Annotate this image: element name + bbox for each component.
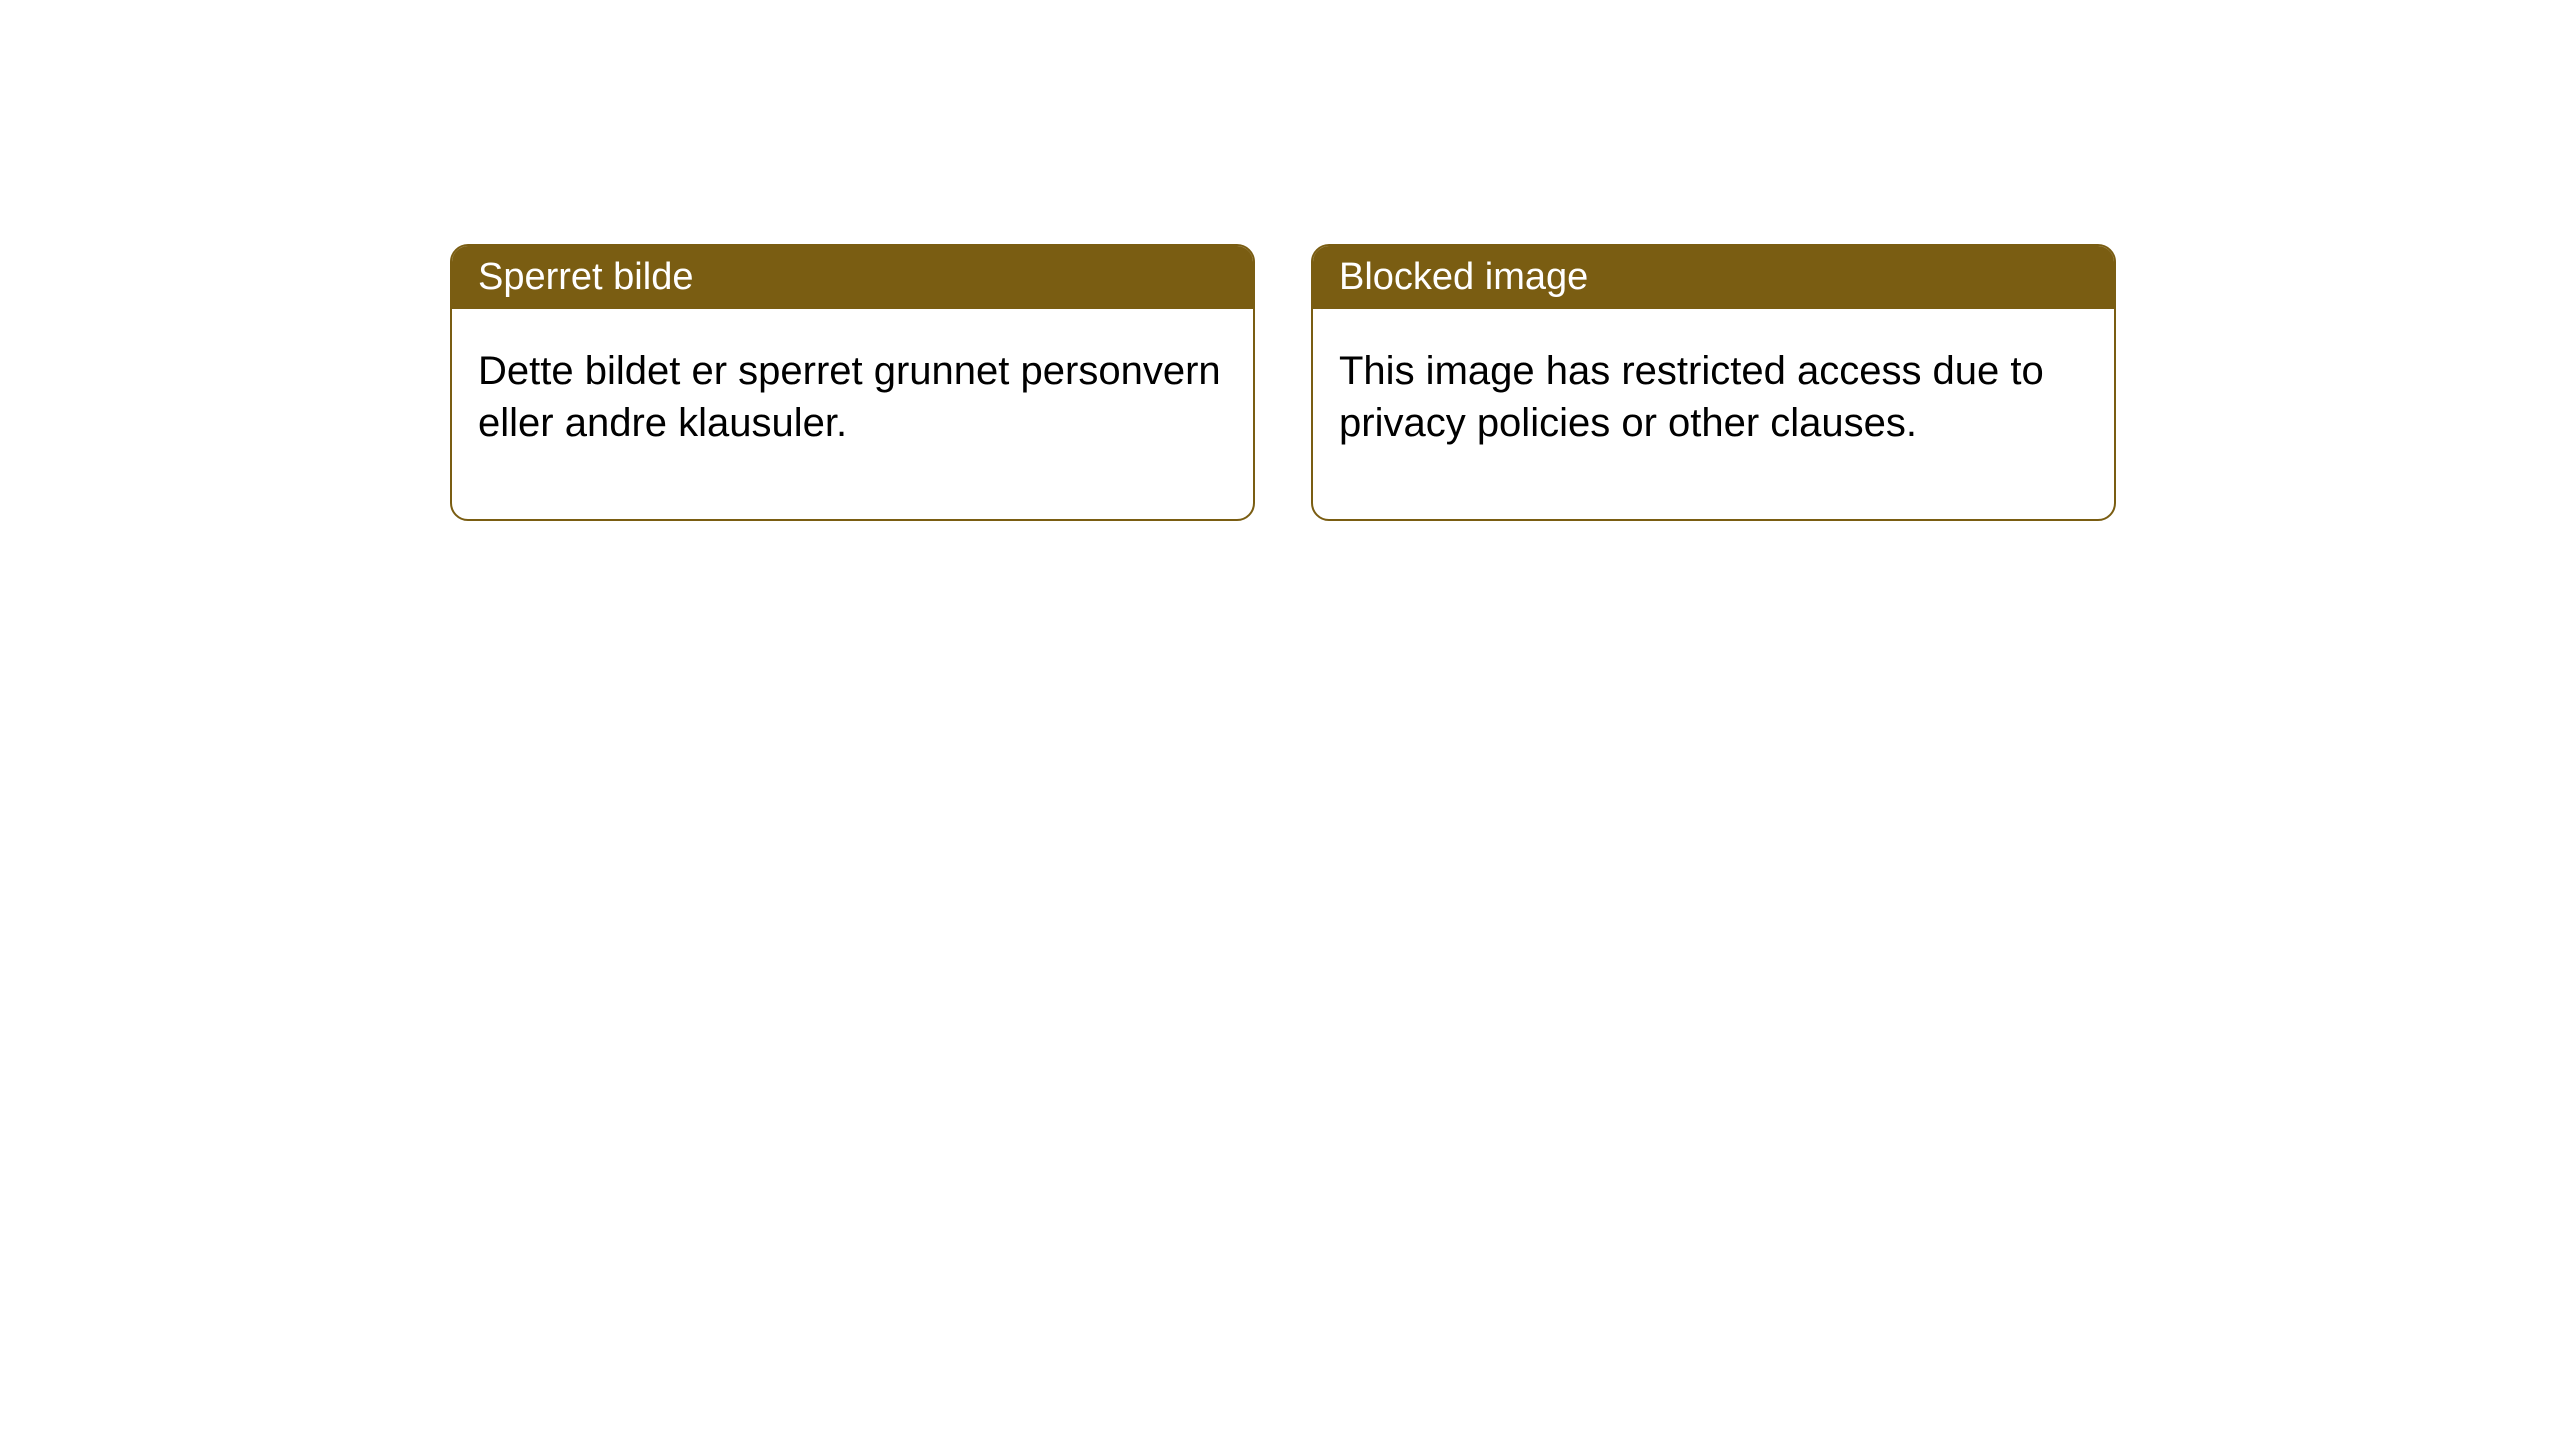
card-body-text: Dette bildet er sperret grunnet personve… — [478, 349, 1221, 445]
blocked-image-card-english: Blocked image This image has restricted … — [1311, 244, 2116, 521]
card-body: Dette bildet er sperret grunnet personve… — [452, 309, 1253, 519]
card-title: Blocked image — [1339, 256, 1588, 298]
blocked-image-card-norwegian: Sperret bilde Dette bildet er sperret gr… — [450, 244, 1255, 521]
card-header: Blocked image — [1313, 246, 2114, 309]
cards-container: Sperret bilde Dette bildet er sperret gr… — [0, 0, 2560, 521]
card-body-text: This image has restricted access due to … — [1339, 349, 2044, 445]
card-body: This image has restricted access due to … — [1313, 309, 2114, 519]
card-title: Sperret bilde — [478, 256, 693, 298]
card-header: Sperret bilde — [452, 246, 1253, 309]
